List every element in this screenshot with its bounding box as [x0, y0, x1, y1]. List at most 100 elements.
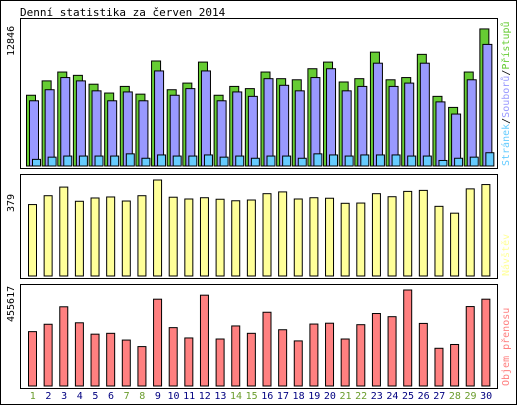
- bar-pages: [454, 157, 464, 167]
- bar-visits: [371, 193, 381, 277]
- day-label: 28: [449, 391, 461, 402]
- day-label: 11: [183, 391, 195, 402]
- bar-pages: [282, 155, 292, 167]
- bar-pages: [63, 155, 73, 167]
- bar-files: [435, 101, 446, 167]
- bar-kbytes: [309, 323, 319, 387]
- y-max-label: 455617: [6, 286, 17, 322]
- bar-files: [91, 90, 102, 167]
- legend-entry: /: [501, 70, 512, 76]
- bar-files: [60, 77, 71, 167]
- day-label: 19: [308, 391, 320, 402]
- chart-panels: 12846Stránek/Souborů/Přístupů379Návštěv4…: [6, 18, 512, 389]
- day-label: 24: [386, 391, 398, 402]
- bar-visits: [231, 200, 241, 277]
- bar-pages: [375, 154, 385, 167]
- bar-files: [232, 91, 243, 167]
- day-label: 14: [230, 391, 242, 402]
- day-label: 18: [293, 391, 305, 402]
- bar-pages: [78, 155, 88, 167]
- bar-pages: [313, 153, 323, 167]
- day-label: 22: [355, 391, 367, 402]
- bar-files: [29, 100, 39, 167]
- bar-visits: [28, 204, 37, 277]
- bar-kbytes: [278, 329, 288, 387]
- bar-kbytes: [137, 346, 147, 387]
- bar-files: [341, 90, 352, 167]
- bar-visits: [387, 196, 397, 277]
- bar-visits: [184, 198, 194, 277]
- bar-kbytes: [340, 338, 350, 387]
- day-label: 27: [433, 391, 445, 402]
- day-label: 7: [124, 391, 130, 402]
- day-label: 2: [45, 391, 51, 402]
- bar-pages: [219, 156, 229, 167]
- day-label: 26: [418, 391, 430, 402]
- bar-pages: [407, 155, 417, 167]
- legend-entry: Stránek: [500, 124, 512, 166]
- legend-entry: Souborů: [500, 76, 512, 118]
- bar-pages: [250, 157, 260, 167]
- bar-pages: [422, 155, 432, 167]
- bar-files: [154, 70, 165, 167]
- day-label: 16: [261, 391, 273, 402]
- bar-pages: [297, 157, 307, 167]
- legend: Stránek/Souborů/Přístupů: [500, 21, 512, 166]
- chart-title: Denní statistika za červen 2014: [20, 6, 226, 19]
- bar-pages: [32, 158, 41, 167]
- y-max-label: 379: [6, 194, 17, 212]
- bar-kbytes: [465, 306, 475, 387]
- day-label: 3: [61, 391, 67, 402]
- bar-files: [185, 88, 196, 167]
- bar-visits: [43, 195, 53, 277]
- panel-2: 379 Návštěv: [6, 174, 512, 279]
- panel-3: 455617 Objem přenosu: [6, 284, 512, 389]
- bar-kbytes: [184, 337, 194, 387]
- bar-pages: [485, 152, 495, 167]
- bar-pages: [391, 154, 401, 167]
- day-label: 12: [199, 391, 211, 402]
- day-label: 29: [465, 391, 477, 402]
- legend-entry: /: [501, 118, 512, 124]
- day-label: 15: [246, 391, 258, 402]
- day-label: 25: [402, 391, 414, 402]
- bar-pages: [438, 159, 448, 167]
- bar-files: [404, 82, 415, 167]
- bar-kbytes: [168, 327, 178, 387]
- bar-kbytes: [199, 294, 209, 387]
- bar-visits: [293, 198, 303, 277]
- bar-visits: [309, 197, 319, 277]
- legend: Objem přenosu: [500, 308, 512, 386]
- bar-files: [294, 90, 305, 167]
- bar-kbytes: [246, 332, 256, 387]
- day-label: 5: [92, 391, 98, 402]
- bar-kbytes: [74, 322, 84, 387]
- bar-files: [326, 68, 337, 167]
- bar-files: [372, 62, 383, 167]
- bar-kbytes: [325, 322, 335, 387]
- legend-entry: Objem přenosu: [500, 308, 512, 386]
- day-label: 8: [139, 391, 145, 402]
- bar-pages: [94, 155, 104, 167]
- bar-files: [419, 62, 430, 167]
- bar-visits: [325, 197, 335, 277]
- bar-kbytes: [43, 323, 53, 387]
- bar-visits: [137, 195, 147, 277]
- bar-pages: [157, 154, 167, 167]
- bar-files: [310, 77, 321, 167]
- legend: Návštěv: [500, 234, 512, 276]
- bar-pages: [360, 154, 370, 167]
- bar-pages: [125, 153, 135, 167]
- day-label: 10: [167, 391, 179, 402]
- bar-pages: [110, 155, 120, 167]
- bar-files: [75, 80, 86, 167]
- bar-files: [216, 100, 227, 167]
- bar-visits: [356, 202, 366, 277]
- bar-visits: [168, 196, 178, 277]
- day-label: 9: [155, 391, 161, 402]
- bar-kbytes: [262, 311, 272, 387]
- day-label: 4: [77, 391, 83, 402]
- bar-pages: [344, 155, 354, 167]
- bar-kbytes: [59, 306, 69, 387]
- bar-pages: [141, 157, 151, 167]
